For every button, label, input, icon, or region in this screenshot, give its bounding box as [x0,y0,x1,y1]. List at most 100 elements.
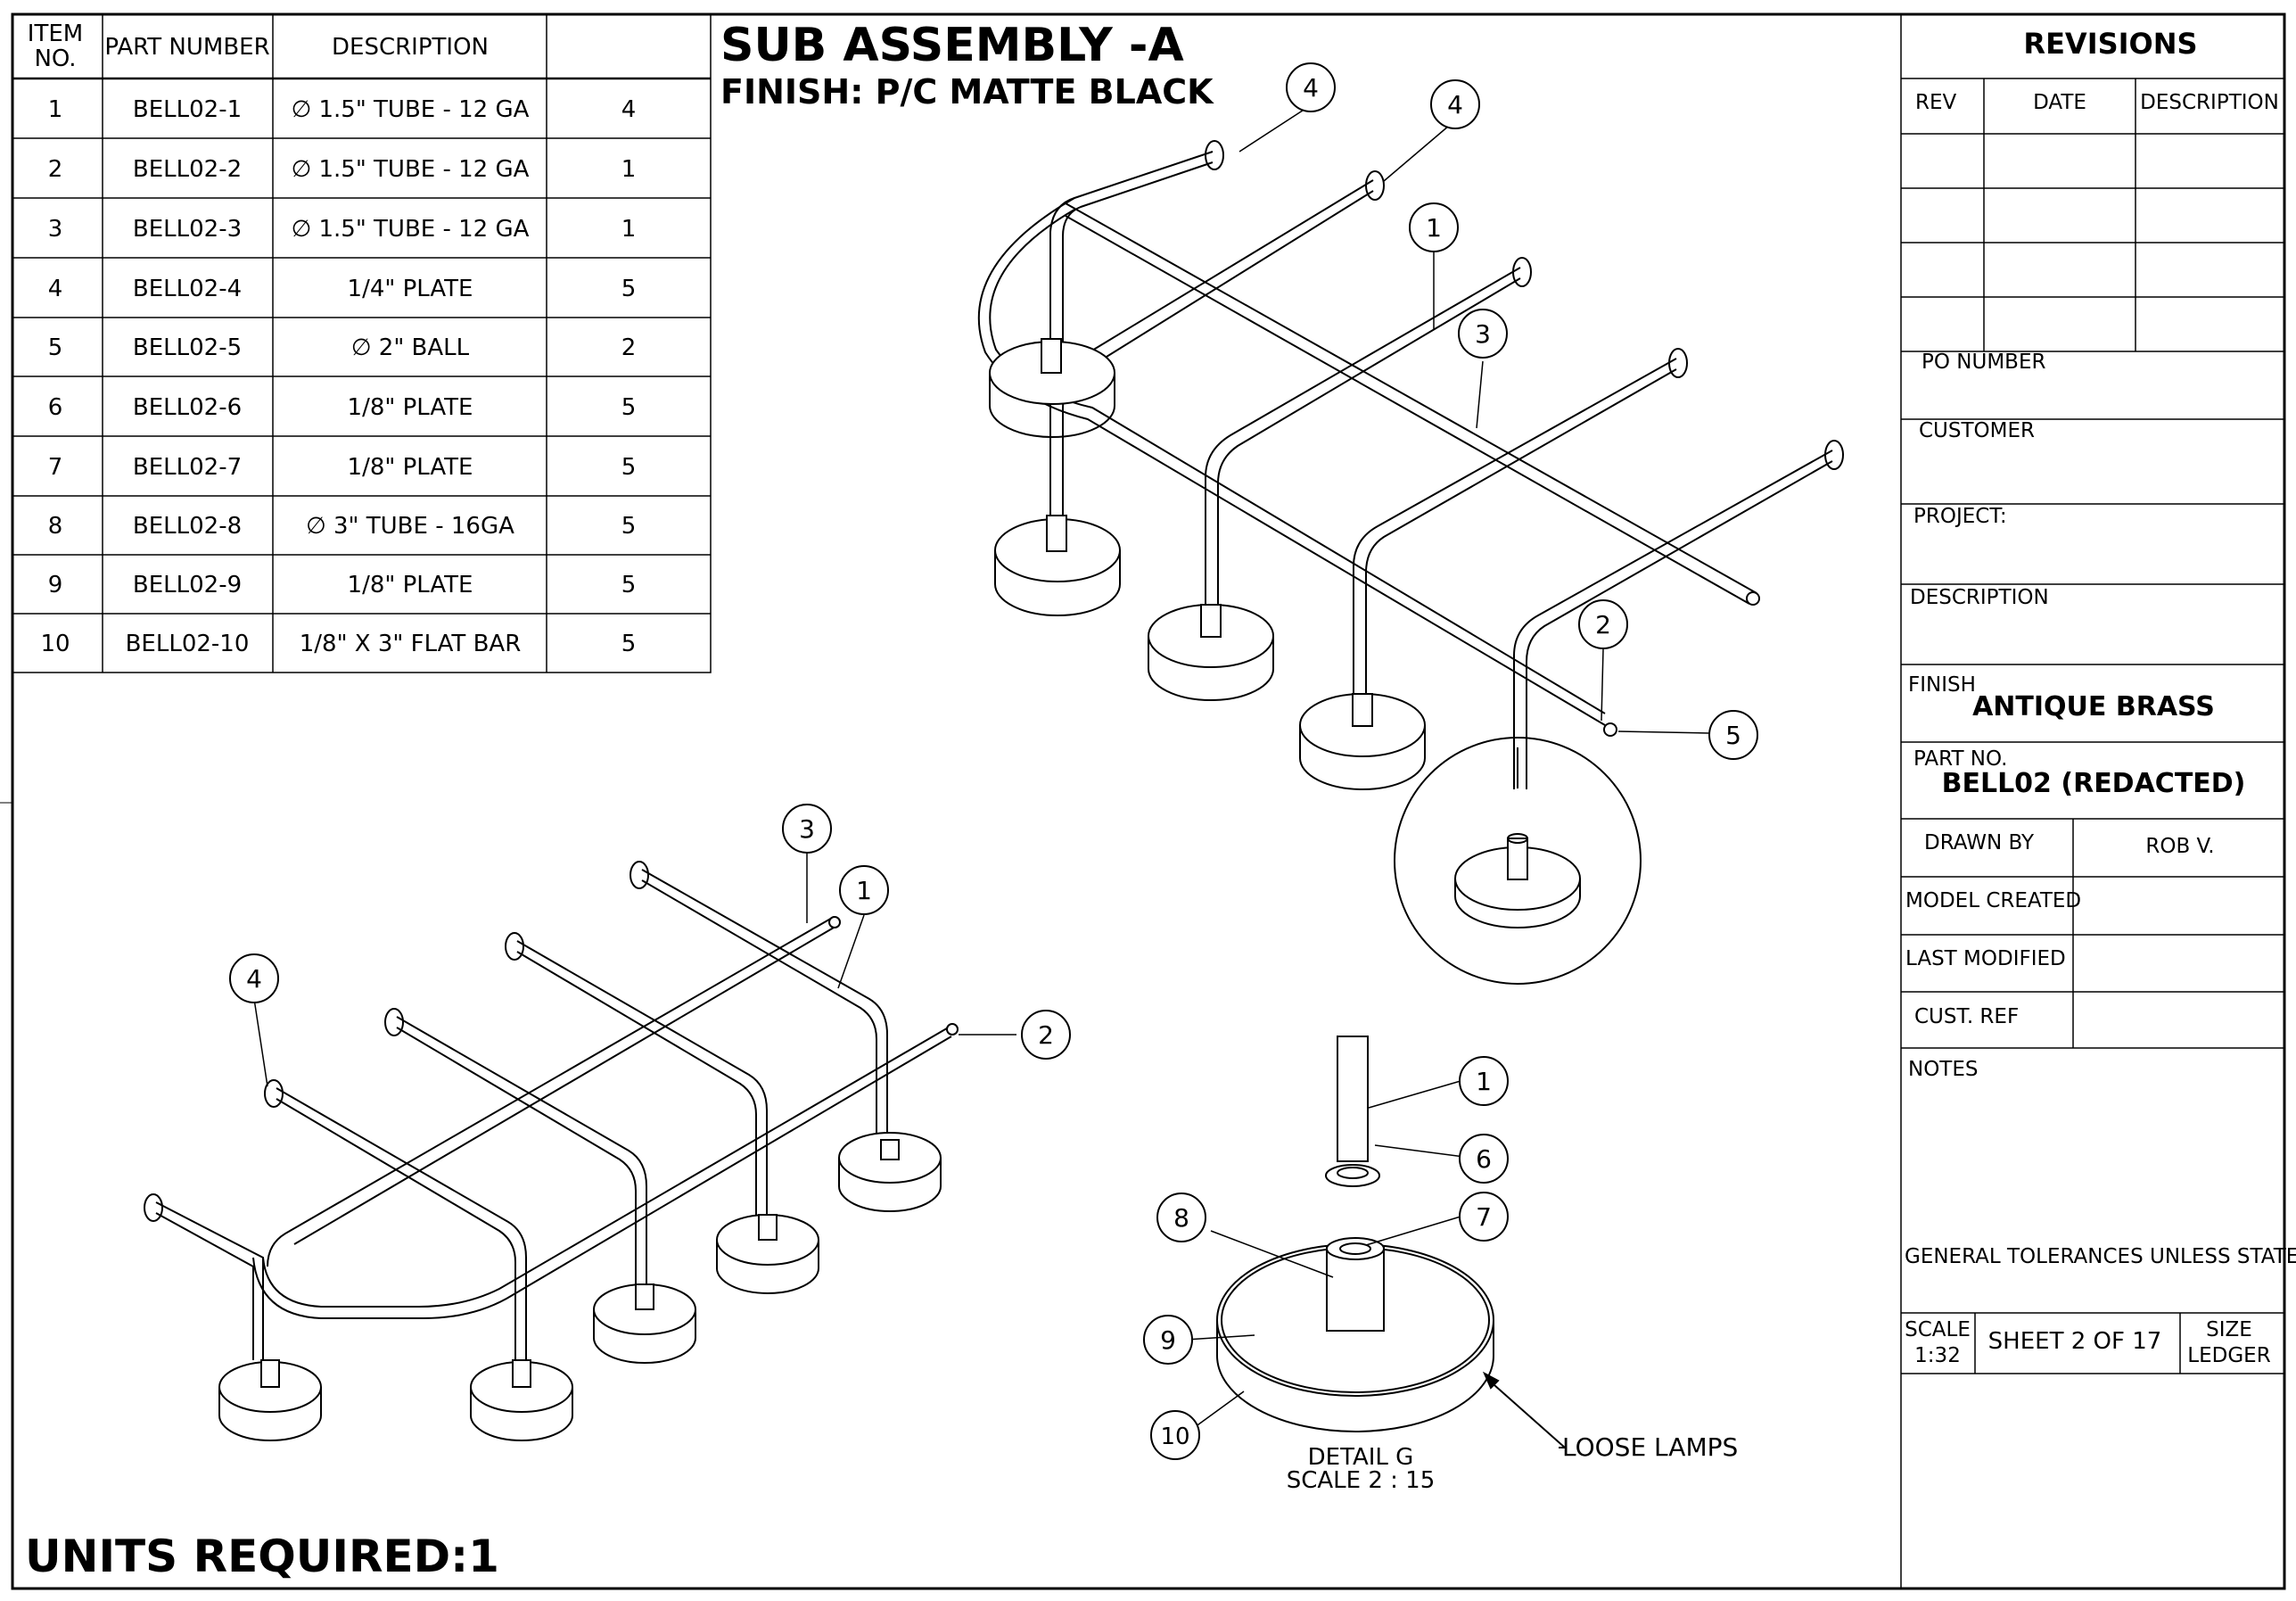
bom-header-description: DESCRIPTION [332,34,489,61]
bom-desc: 1/8" PLATE [348,454,473,481]
balloon: 6 [1459,1134,1509,1184]
svg-text:3: 3 [1475,319,1491,349]
part-no-label: PART NO. [1913,747,2008,771]
balloon-leaders [253,104,1710,1428]
bom-header-item: ITEM [28,21,83,47]
bom-item: 5 [48,334,63,361]
bom-desc: ∅ 1.5" TUBE - 12 GA [292,96,530,123]
svg-text:2: 2 [1595,610,1611,640]
bom-header-part-number: PART NUMBER [104,34,269,61]
balloon: 4 [1286,62,1336,112]
finish-value: ANTIQUE BRASS [1972,691,2215,722]
rev-header-date: DATE [2033,91,2086,114]
bom-desc: ∅ 2" BALL [351,334,470,361]
loose-lamps-leader [1482,1371,1568,1448]
finish-label: FINISH [1908,673,1976,697]
rev-header-description: DESCRIPTION [2140,91,2279,114]
bom-item: 3 [48,216,63,243]
bom-item: 7 [48,454,63,481]
svg-text:5: 5 [1725,721,1741,750]
rev-header-rev: REV [1915,91,1957,114]
bom-part: BELL02-3 [133,216,242,243]
bom-qty: 1 [621,156,637,183]
balloon: 5 [1708,710,1758,760]
bom-qty: 4 [621,96,637,123]
top-isometric-view [977,140,1844,985]
bom-desc: 1/8" X 3" FLAT BAR [300,631,522,657]
bom-qty: 5 [621,276,637,302]
svg-text:1: 1 [1426,213,1442,243]
svg-text:4: 4 [1303,73,1319,103]
scale-label: SCALE [1905,1318,1971,1341]
svg-text:10: 10 [1160,1424,1189,1450]
drawn-by-value: ROB V. [2145,835,2214,858]
bom-qty: 5 [621,631,637,657]
bom-table [12,13,712,673]
bom-desc: ∅ 1.5" TUBE - 12 GA [292,156,530,183]
svg-text:7: 7 [1476,1202,1492,1232]
bom-desc: 1/8" PLATE [348,394,473,421]
bom-desc: 1/8" PLATE [348,572,473,598]
bom-item: 9 [48,572,63,598]
size-value: LEDGER [2187,1344,2270,1367]
balloon: 3 [1458,309,1508,359]
balloon: 1 [1409,202,1459,252]
revisions-title: REVISIONS [2023,27,2197,61]
model-created-label: MODEL CREATED [1905,889,2081,912]
bom-part: BELL02-5 [133,334,242,361]
balloon: 4 [1430,79,1480,129]
tolerances-note: GENERAL TOLERANCES UNLESS STATED [1905,1245,2296,1268]
detail-name: DETAIL G [1308,1444,1414,1471]
finish-note: FINISH: P/C MATTE BLACK [720,72,1214,111]
svg-text:6: 6 [1476,1144,1492,1174]
bom-rows: 1 BELL02-1 ∅ 1.5" TUBE - 12 GA 4 2 BELL0… [40,96,636,657]
bom-part: BELL02-6 [133,394,242,421]
bom-item: 1 [48,96,63,123]
svg-text:3: 3 [799,814,815,844]
balloon: 10 [1150,1410,1200,1460]
bom-part: BELL02-1 [133,96,242,123]
bom-qty: 2 [621,334,637,361]
cust-ref-label: CUST. REF [1914,1005,2019,1028]
bom-part: BELL02-8 [133,513,242,540]
last-modified-label: LAST MODIFIED [1905,947,2066,970]
title-block-text: REVISIONS REV DATE DESCRIPTION PO NUMBER… [1905,27,2296,1367]
sheet-border [11,12,2286,1590]
bom-item: 6 [48,394,63,421]
bom-desc: 1/4" PLATE [348,276,473,302]
balloon: 1 [839,865,889,915]
bom-qty: 1 [621,216,637,243]
project-label: PROJECT: [1913,505,2007,528]
bom-header: ITEM NO. PART NUMBER DESCRIPTION [28,21,489,72]
scale-value: 1:32 [1914,1344,1961,1367]
bom-part: BELL02-10 [126,631,250,657]
bom-qty: 5 [621,572,637,598]
detail-g-labels: DETAIL G SCALE 2 : 15 [1287,1444,1436,1494]
bom-part: BELL02-9 [133,572,242,598]
units-required: UNITS REQUIRED:1 [25,1531,499,1582]
bom-item: 8 [48,513,63,540]
svg-text:4: 4 [1447,90,1463,120]
bom-qty: 5 [621,394,637,421]
svg-text:4: 4 [246,964,262,994]
po-number-label: PO NUMBER [1922,351,2045,374]
svg-text:9: 9 [1160,1325,1176,1355]
svg-text:2: 2 [1038,1020,1054,1050]
balloon: 7 [1459,1192,1509,1242]
detail-g-view [1216,1036,1494,1432]
description-label: DESCRIPTION [1910,586,2049,609]
customer-label: CUSTOMER [1919,419,2035,442]
bom-header-no: NO. [34,45,76,72]
bom-part: BELL02-2 [133,156,242,183]
bom-desc: ∅ 1.5" TUBE - 12 GA [292,216,530,243]
balloon: 3 [782,804,832,854]
balloon: 2 [1578,599,1628,649]
bom-item: 10 [40,631,70,657]
bom-desc: ∅ 3" TUBE - 16GA [306,513,514,540]
detail-scale: SCALE 2 : 15 [1287,1467,1436,1494]
svg-text:1: 1 [856,876,872,905]
title-block [1900,14,2284,1589]
sheet-number: SHEET 2 OF 17 [1988,1328,2162,1355]
bottom-isometric-view [144,861,959,1441]
